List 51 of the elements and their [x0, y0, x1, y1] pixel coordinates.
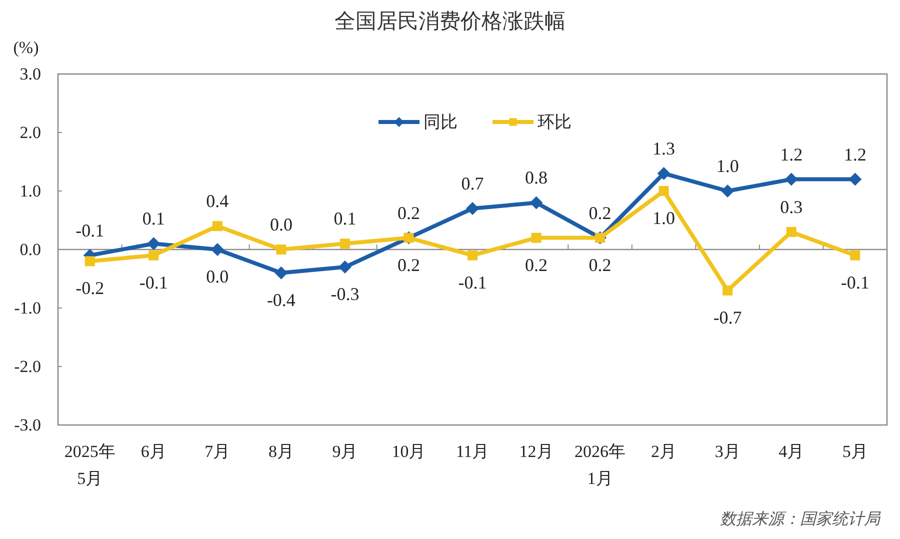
data-label: 1.0	[716, 156, 739, 176]
ytick-label: -1.0	[14, 298, 41, 318]
xtick-label: 10月	[392, 442, 426, 461]
legend-label: 同比	[424, 112, 458, 132]
data-label: -0.1	[76, 220, 104, 240]
xtick-label: 5月	[842, 442, 868, 461]
ytick-label: 2.0	[20, 123, 41, 142]
xtick-label: 3月	[714, 442, 740, 461]
data-label: 0.2	[588, 254, 612, 275]
data-label: -0.4	[266, 290, 296, 310]
data-label: -0.3	[330, 284, 360, 304]
ytick-label: 1.0	[20, 182, 41, 200]
data-label: 0.2	[397, 202, 420, 223]
data-label: 0.1	[334, 208, 356, 229]
data-label: 0.0	[270, 214, 292, 234]
xtick-label: 4月	[778, 442, 804, 461]
xtick-label: 2月	[651, 442, 677, 461]
ytick-label: -3.0	[14, 416, 41, 434]
data-label: -0.7	[713, 307, 742, 328]
data-label: 0.3	[780, 196, 803, 217]
data-label: 0.2	[397, 254, 420, 275]
ytick-label: -2.0	[14, 357, 41, 376]
ylabel: (%)	[13, 38, 39, 57]
data-label: 0.0	[206, 266, 229, 286]
data-label: -0.1	[139, 272, 168, 292]
legend-label: 环比	[538, 112, 572, 132]
data-label: 0.8	[525, 168, 548, 188]
data-label: -0.1	[840, 272, 870, 292]
xtick-label: 11月	[456, 442, 490, 461]
data-label: 1.0	[652, 208, 676, 228]
data-label: 1.3	[652, 138, 676, 158]
data-label: 1.2	[780, 144, 803, 164]
data-label: 0.2	[588, 202, 612, 223]
data-label: 0.7	[461, 174, 484, 194]
data-label: 1.2	[844, 144, 866, 164]
data-label: 0.1	[142, 208, 165, 229]
data-label: -0.2	[76, 278, 104, 298]
data-label: 0.4	[206, 191, 229, 212]
xtick-label: 9月	[332, 442, 358, 461]
xtick-label: 2025年 5月	[64, 442, 116, 488]
data-label: 0.2	[525, 254, 548, 275]
ytick-label: 0.0	[20, 240, 41, 259]
xtick-label: 2026年 1月	[574, 442, 626, 488]
data-label: -0.1	[458, 272, 487, 292]
xtick-label: 8月	[268, 442, 294, 461]
annotation: 数据来源：国家统计局	[720, 511, 880, 528]
xtick-label: 7月	[204, 442, 230, 461]
xtick-label: 12月	[519, 442, 554, 461]
title: 全国居民消费价格涨跌幅	[334, 10, 566, 33]
ytick-label: 3.0	[20, 64, 41, 84]
xtick-label: 6月	[140, 442, 166, 461]
